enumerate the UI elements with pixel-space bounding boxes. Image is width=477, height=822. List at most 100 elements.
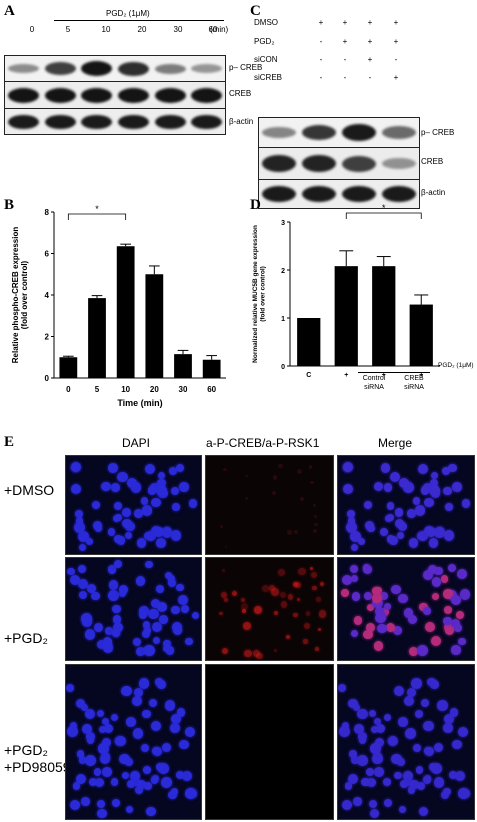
nucleus [114,535,123,543]
nucleus [433,777,445,788]
red-signal [272,490,277,496]
panel-a-pcreb-band [191,64,222,73]
panel-d-bar [409,304,433,366]
nucleus [102,718,110,726]
nucleus [338,683,346,692]
nucleus [105,627,114,636]
nucleus [372,593,383,603]
nucleus [85,731,95,741]
red-signal [298,567,306,576]
nucleus [69,800,80,811]
nucleus [131,696,142,707]
nucleus [454,771,465,782]
panel-b-bar [202,359,221,378]
panel-e-col-merge: Merge [378,436,413,450]
panel-c-condition-value: + [342,18,348,27]
panel-c-condition-value: - [319,55,323,64]
nucleus [399,780,408,789]
panel-b-significance-star: * [95,204,99,214]
nucleus [79,591,88,600]
panel-c-blot-label-creb: CREB [421,157,444,166]
panel-e-row-pgd2: +PGD₂ [4,630,48,646]
nucleus [148,608,159,620]
panel-b-x-tick-label: 60 [207,385,216,394]
nucleus [102,767,112,777]
nucleus [442,723,453,734]
nucleus [112,604,121,614]
panel-a-treatment-line [54,20,224,21]
panel-c-row-label: DMSO [254,18,278,27]
panel-b-x-tick-label: 10 [121,385,130,394]
red-signal [243,621,252,630]
panel-d-y-tick-label: 0 [281,364,285,371]
nucleus [342,483,353,494]
nucleus [406,509,416,518]
panel-a-pcreb-band [155,64,186,74]
panel-b-y-label-line: (fold over control) [20,260,29,329]
micrograph-pgd2-pd-merge [337,664,475,820]
nucleus [434,527,445,538]
panel-c-blot-label-actin: β-actin [421,188,446,197]
nucleus [413,497,421,505]
nucleus [150,776,159,784]
nucleus [361,777,370,787]
panel-c-blot-pcreb [258,117,420,148]
nucleus [97,808,108,819]
nucleus [142,505,153,516]
panel-c-creb-band [342,156,376,172]
nucleus [77,578,89,590]
panel-d-significance-star: * [382,203,386,213]
nucleus [411,678,422,689]
nucleus [347,510,355,518]
panel-a-unit-label: (min) [210,25,229,34]
nucleus [126,805,134,813]
nucleus [167,578,177,588]
nucleus [124,531,133,540]
nucleus [423,606,431,615]
nucleus [156,485,167,497]
nucleus [134,687,144,697]
panel-d-bar [334,266,358,366]
nucleus [170,486,179,495]
nucleus [169,466,178,475]
panel-a-letter: A [4,3,15,19]
nucleus [111,628,120,637]
nucleus [177,594,189,606]
nucleus [389,471,400,482]
nucleus [143,626,151,634]
nucleus [443,588,454,599]
red-signal [241,609,246,614]
panel-c-condition-value: + [367,37,373,46]
panel-b-x-tick-label: 5 [95,385,100,394]
panel-d-y-label-line: Normalized relative MUC5B gene expressio… [252,225,259,363]
nucleus [351,574,359,582]
nucleus [386,535,395,543]
panel-c-condition-value: + [342,37,348,46]
panel-d-sublabel-rule [358,372,430,373]
nucleus [115,736,124,745]
panel-d-significance-bracket [345,212,422,219]
red-signal [296,598,300,602]
red-signal [269,585,275,591]
nucleus [455,610,464,619]
nucleus [357,755,368,766]
nucleus [181,605,189,613]
panel-a-creb-band [191,88,222,103]
nucleus [458,637,466,646]
red-signal [294,530,299,535]
nucleus [398,805,406,813]
nucleus [145,806,156,817]
nucleus [86,736,94,744]
nucleus [137,780,146,789]
nucleus [145,560,153,569]
panel-a-time-label: 60 [208,25,218,34]
nucleus [122,508,131,517]
nucleus [85,537,93,546]
nucleus [114,560,123,569]
nucleus [387,513,395,521]
nucleus [134,509,144,518]
nucleus [159,615,168,624]
nucleus [176,708,186,718]
nucleus [103,642,114,653]
nucleus [354,723,365,734]
